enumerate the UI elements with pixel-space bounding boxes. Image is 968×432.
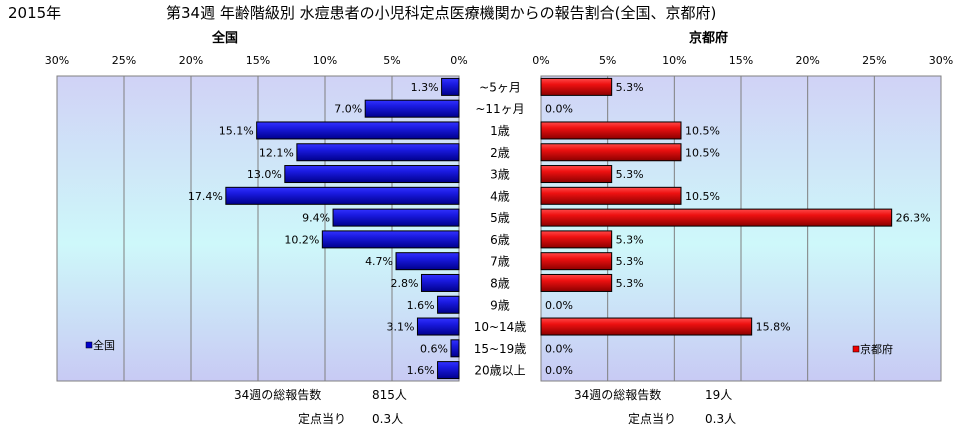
left-data-label: 10.2%: [284, 233, 319, 246]
left-data-label: 17.4%: [188, 190, 223, 203]
right-data-label: 0.0%: [545, 103, 573, 116]
right-bar: [540, 252, 613, 271]
left-data-label: 7.0%: [334, 103, 362, 116]
left-axis-tick-label: 30%: [45, 54, 69, 67]
left-bar: [437, 361, 460, 380]
left-axis-tick-label: 15%: [246, 54, 270, 67]
left-bar: [364, 99, 460, 118]
category-label: 8歳: [490, 276, 510, 290]
left-bar: [416, 317, 460, 336]
right-data-label: 5.3%: [616, 81, 644, 94]
left-bar: [225, 186, 460, 205]
left-data-label: 1.3%: [411, 81, 439, 94]
right-data-label: 10.5%: [685, 124, 720, 137]
left-bar: [321, 230, 460, 249]
category-label: ~5ヶ月: [479, 80, 521, 94]
right-data-label: 0.0%: [545, 364, 573, 377]
right-data-label: 15.8%: [756, 321, 791, 334]
left-bar: [437, 295, 460, 314]
left-data-label: 9.4%: [302, 212, 330, 225]
left-data-label: 0.6%: [420, 342, 448, 355]
left-bar: [284, 165, 460, 184]
right-legend-swatch: [852, 345, 860, 353]
chart-year: 2015年: [8, 4, 62, 22]
left-data-label: 3.1%: [387, 321, 415, 334]
left-data-label: 2.8%: [391, 277, 419, 290]
left-legend-label: 全国: [93, 338, 115, 352]
right-bar: [540, 77, 613, 96]
category-label: 9歳: [490, 298, 510, 312]
right-data-label: 26.3%: [896, 212, 931, 225]
left-per-label: 定点当り: [298, 412, 347, 426]
right-axis-tick-label: 30%: [929, 54, 953, 67]
right-axis-tick-label: 25%: [862, 54, 886, 67]
left-axis-tick-label: 5%: [383, 54, 400, 67]
right-panel-subtitle: 京都府: [689, 31, 729, 46]
left-legend-swatch: [85, 341, 93, 349]
category-label: 15~19歳: [474, 342, 527, 356]
right-axis-tick-label: 20%: [795, 54, 819, 67]
right-axis-tick-label: 0%: [532, 54, 549, 67]
category-label: ~11ヶ月: [475, 102, 524, 116]
left-bar: [420, 273, 460, 292]
left-bar: [332, 208, 460, 227]
left-axis-tick-label: 10%: [313, 54, 337, 67]
left-bar: [395, 252, 460, 271]
left-data-label: 4.7%: [365, 255, 393, 268]
right-data-label: 10.5%: [685, 190, 720, 203]
left-bar: [296, 143, 460, 162]
left-data-label: 13.0%: [247, 168, 282, 181]
category-label: 10~14歳: [474, 320, 527, 334]
right-total-label: 34週の総報告数: [574, 388, 662, 402]
chart-title: 第34週 年齢階級別 水痘患者の小児科定点医療機関からの報告割合(全国、京都府): [166, 4, 717, 22]
left-axis-tick-label: 25%: [112, 54, 136, 67]
right-data-label: 5.3%: [616, 255, 644, 268]
right-bar: [540, 230, 613, 249]
left-total-value: 815人: [372, 388, 407, 402]
right-axis-tick-label: 5%: [599, 54, 616, 67]
category-label: 6歳: [490, 233, 510, 247]
right-axis-tick-label: 15%: [729, 54, 753, 67]
category-label: 3歳: [490, 168, 510, 182]
left-bar: [256, 121, 460, 140]
category-label: 5歳: [490, 211, 510, 225]
category-label: 1歳: [490, 124, 510, 138]
left-axis-tick-label: 0%: [450, 54, 467, 67]
left-bar: [441, 77, 460, 96]
right-data-label: 5.3%: [616, 277, 644, 290]
category-label: 4歳: [490, 189, 510, 203]
right-data-label: 0.0%: [545, 342, 573, 355]
right-bar: [540, 165, 613, 184]
right-total-value: 19人: [705, 388, 733, 402]
category-label: 7歳: [490, 255, 510, 269]
right-legend-label: 京都府: [860, 342, 893, 356]
left-per-value: 0.3人: [372, 412, 404, 426]
category-label: 2歳: [490, 146, 510, 160]
right-bar: [540, 317, 753, 336]
right-data-label: 0.0%: [545, 299, 573, 312]
left-panel-subtitle: 全国: [212, 31, 239, 46]
right-per-value: 0.3人: [705, 412, 737, 426]
left-bar: [450, 339, 460, 358]
right-data-label: 5.3%: [616, 168, 644, 181]
left-axis-tick-label: 20%: [179, 54, 203, 67]
right-bar: [540, 186, 682, 205]
right-bar: [540, 143, 682, 162]
left-data-label: 15.1%: [219, 124, 254, 137]
left-total-label: 34週の総報告数: [234, 388, 322, 402]
right-per-label: 定点当り: [628, 412, 677, 426]
right-axis-tick-label: 10%: [662, 54, 686, 67]
right-data-label: 10.5%: [685, 146, 720, 159]
right-data-label: 5.3%: [616, 233, 644, 246]
left-data-label: 1.6%: [407, 299, 435, 312]
right-bar: [540, 121, 682, 140]
left-data-label: 12.1%: [259, 146, 294, 159]
category-label: 20歳以上: [474, 364, 525, 378]
left-data-label: 1.6%: [407, 364, 435, 377]
right-bar: [540, 273, 613, 292]
right-bar: [540, 208, 893, 227]
